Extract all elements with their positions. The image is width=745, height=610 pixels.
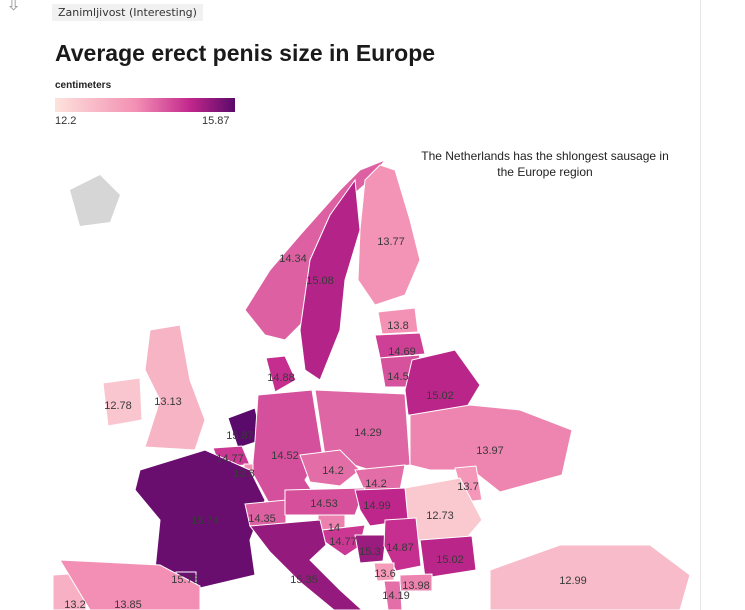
region-serbia (383, 517, 422, 572)
region-bosnia (354, 534, 387, 564)
region-value-label: 15.02 (436, 554, 464, 566)
divider (700, 0, 701, 610)
region-bulgaria (419, 535, 477, 579)
region-italy (249, 519, 363, 610)
region-value-label: 14.52 (271, 450, 299, 462)
region-value-label: 14.19 (382, 590, 410, 602)
region-value-label: 15.73 (171, 574, 199, 586)
region-value-label: 14.2 (365, 478, 386, 490)
region-value-label: 15.74 (191, 515, 219, 527)
region-value-label: 14.35 (248, 513, 276, 525)
region-austria (284, 487, 366, 516)
region-value-label: 14 (328, 522, 340, 534)
region-value-label: 14.77 (329, 536, 357, 548)
region-sweden (299, 178, 361, 381)
region-czechia (299, 449, 361, 487)
region-value-label: 12.78 (104, 400, 132, 412)
legend-unit: centimeters (55, 80, 112, 91)
region-value-label: 13.8 (233, 468, 254, 480)
region-value-label: 15.3 (359, 546, 380, 558)
region-estonia (377, 307, 419, 335)
region-value-label: 14.5 (387, 371, 408, 383)
region-value-label: 13.85 (114, 599, 142, 610)
region-value-label: 13.98 (402, 580, 430, 592)
region-value-label: 13.13 (154, 396, 182, 408)
legend-max: 15.87 (202, 115, 230, 127)
region-value-label: 13.2 (64, 599, 85, 610)
region-finland (357, 164, 421, 306)
region-value-label: 14.29 (354, 427, 382, 439)
region-spain (59, 559, 201, 610)
region-value-label: 12.99 (559, 575, 587, 587)
region-value-label: 14.77 (216, 453, 244, 465)
region-value-label: 13.6 (374, 568, 395, 580)
region-value-label: 13.97 (476, 445, 504, 457)
region-value-label: 14.87 (386, 542, 414, 554)
category-tag[interactable]: Zanimljivost (Interesting) (52, 4, 203, 21)
region-value-label: 13.7 (457, 481, 478, 493)
region-value-label: 13.8 (387, 320, 408, 332)
region-latvia (374, 332, 426, 359)
region-value-label: 15.87 (226, 430, 254, 442)
region-iceland-nodata (70, 175, 120, 226)
legend-color-bar (55, 98, 235, 112)
region-value-label: 14.88 (267, 372, 295, 384)
region-ukraine (409, 404, 573, 493)
region-montenegro (373, 562, 395, 582)
region-value-label: 14.99 (363, 500, 391, 512)
region-turkey (489, 544, 691, 610)
region-value-label: 14.53 (310, 498, 338, 510)
region-value-label: 15.02 (426, 390, 454, 402)
download-arrow-icon[interactable]: ⇩ (6, 0, 22, 14)
region-value-label: 15.08 (306, 275, 334, 287)
region-value-label: 14.2 (322, 465, 343, 477)
region-france (134, 449, 266, 589)
region-albania (383, 580, 403, 610)
map-annotation: The Netherlands has the shlongest sausag… (421, 149, 669, 179)
region-united-kingdom (144, 324, 206, 451)
region-denmark (265, 355, 297, 393)
map-title: Average erect penis size in Europe (55, 40, 436, 66)
legend-min: 12.2 (55, 115, 77, 127)
region-value-label: 15.35 (290, 574, 318, 586)
region-value-label: 14.34 (279, 253, 307, 265)
region-germany (251, 389, 323, 506)
region-value-label: 12.73 (426, 510, 454, 522)
region-ireland (102, 377, 143, 427)
region-value-label: 13.77 (377, 236, 405, 248)
region-value-label: 14.69 (388, 346, 416, 358)
